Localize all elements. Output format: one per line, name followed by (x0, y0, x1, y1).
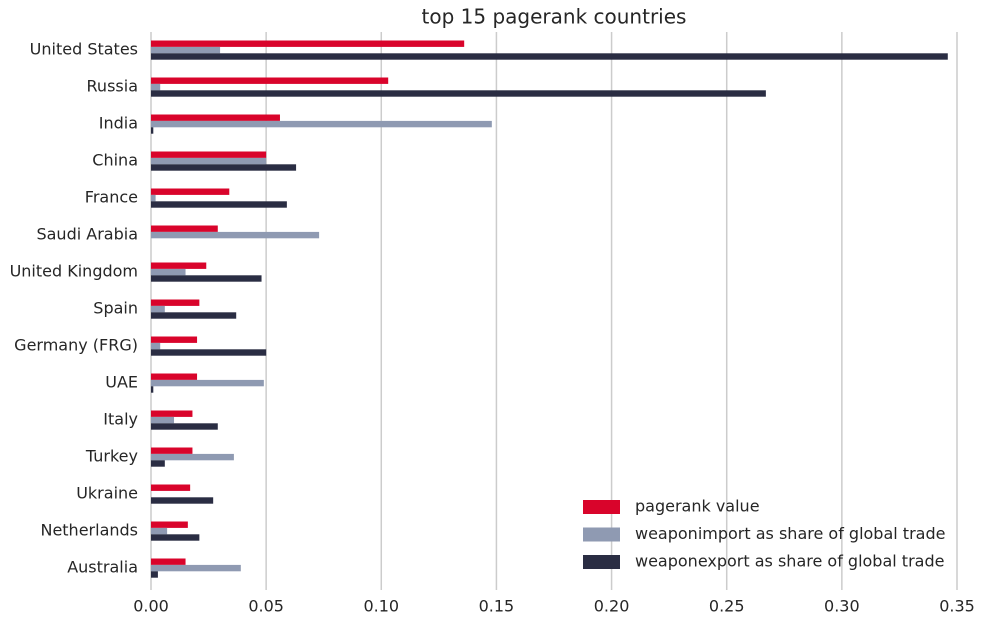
y-tick-label: United States (30, 40, 138, 59)
y-tick-label: Australia (67, 558, 138, 577)
bar (151, 564, 241, 572)
bar (151, 305, 165, 313)
y-tick-label: France (85, 188, 138, 207)
bar (151, 460, 165, 467)
legend-swatch (583, 527, 620, 542)
y-tick-label: China (92, 151, 138, 170)
bar (151, 447, 193, 454)
bar (151, 416, 175, 424)
x-tick-label: 0.20 (594, 597, 630, 616)
bar (151, 268, 186, 276)
bar (151, 231, 320, 239)
bar (151, 484, 191, 491)
bar (151, 558, 186, 565)
bar (151, 53, 948, 60)
bar (151, 527, 168, 535)
bar (151, 164, 297, 171)
bar (151, 342, 161, 350)
bar (151, 453, 234, 461)
bar (151, 46, 221, 54)
bar (151, 379, 264, 387)
bar (151, 534, 200, 541)
bar (151, 349, 267, 356)
bar (151, 90, 766, 97)
x-tick-label: 0.35 (939, 597, 975, 616)
bar (151, 127, 154, 134)
y-tick-label: United Kingdom (10, 262, 138, 281)
legend-label: pagerank value (635, 497, 760, 516)
y-tick-label: Netherlands (40, 521, 138, 540)
bar (151, 423, 218, 430)
legend-label: weaponimport as share of global trade (635, 524, 945, 543)
x-tick-label: 0.05 (248, 597, 284, 616)
bar (151, 299, 200, 306)
y-tick-label: Germany (FRG) (14, 336, 138, 355)
y-tick-label: Saudi Arabia (36, 225, 138, 244)
bar (151, 114, 280, 121)
legend-swatch (583, 555, 620, 569)
y-tick-label: Ukraine (76, 484, 138, 503)
y-tick-label: India (99, 114, 138, 133)
legend-label: weaponexport as share of global trade (635, 552, 944, 571)
x-tick-label: 0.30 (824, 597, 860, 616)
bar (151, 386, 154, 393)
bar (151, 151, 267, 158)
bar (151, 77, 389, 84)
x-tick-label: 0.10 (363, 597, 399, 616)
bar (151, 40, 465, 47)
y-tick-label: Turkey (85, 447, 138, 466)
bar (151, 120, 492, 128)
x-tick-label: 0.00 (133, 597, 169, 616)
bar (151, 275, 262, 282)
legend-swatch (583, 500, 620, 514)
bar (151, 188, 230, 195)
y-tick-label: Italy (103, 410, 138, 429)
bar (151, 373, 198, 380)
bar (151, 83, 161, 91)
bar (151, 336, 198, 343)
bar (151, 225, 218, 232)
y-tick-label: Russia (87, 77, 138, 96)
bar (151, 521, 188, 528)
bar (151, 157, 267, 165)
x-tick-label: 0.15 (479, 597, 515, 616)
bar (151, 497, 214, 504)
chart-title: top 15 pagerank countries (422, 5, 687, 29)
bar (151, 312, 237, 319)
x-tick-label: 0.25 (709, 597, 745, 616)
y-tick-label: UAE (105, 373, 138, 392)
bar (151, 262, 207, 269)
bar (151, 410, 193, 417)
bar (151, 571, 158, 578)
bar (151, 201, 287, 208)
bar (151, 194, 156, 202)
y-tick-label: Spain (93, 299, 138, 318)
